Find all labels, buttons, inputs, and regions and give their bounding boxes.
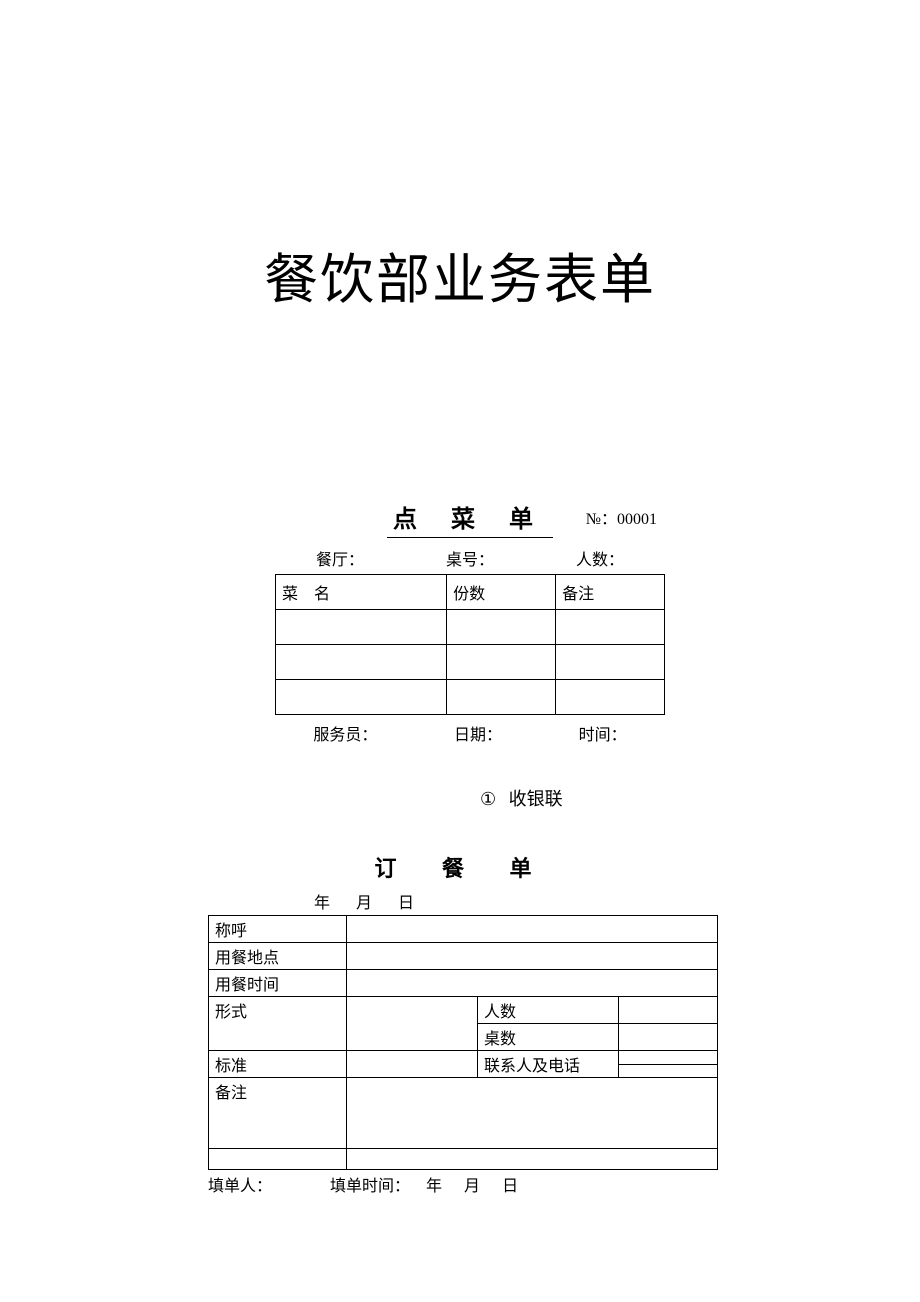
row-salutation: 称呼 [209, 916, 347, 943]
cashier-note-text: 收银联 [509, 789, 563, 809]
restaurant-label: 餐厅： [316, 546, 364, 570]
people-label: 人数： [576, 546, 624, 570]
table-row [276, 610, 665, 645]
cell [447, 680, 556, 715]
cell [347, 970, 718, 997]
row-remark: 备注 [209, 1078, 347, 1149]
reserve-form-title: 订 餐 单 [208, 851, 718, 883]
cell [276, 610, 447, 645]
month-unit: 月 [356, 895, 372, 912]
cell [447, 645, 556, 680]
document-page: 餐饮部业务表单 点 菜 单 №：00001 餐厅： 桌号： 人数： 菜 名 份数… [0, 235, 920, 1196]
table-row [209, 1149, 718, 1170]
order-form-title: 点 菜 单 [387, 499, 553, 538]
order-header-fields: 餐厅： 桌号： 人数： [275, 546, 665, 570]
circled-one-icon: ① [480, 789, 496, 810]
cell [347, 1149, 718, 1170]
year-unit: 年 [314, 895, 330, 912]
cell [619, 997, 718, 1024]
reserve-date-row: 年 月 日 [314, 889, 718, 913]
col-dish: 菜 名 [276, 575, 447, 610]
table-row: 用餐地点 [209, 943, 718, 970]
cell [276, 680, 447, 715]
table-row [276, 645, 665, 680]
cell [619, 1064, 718, 1078]
order-footer-fields: 服务员： 日期： 时间： [275, 721, 665, 745]
table-label: 桌号： [446, 546, 494, 570]
row-contact: 联系人及电话 [478, 1051, 619, 1078]
reserve-footer: 填单人： 填单时间： 年 月 日 [208, 1172, 718, 1196]
cell [619, 1051, 718, 1065]
table-row: 标准 联系人及电话 [209, 1051, 718, 1065]
reserve-form-section: 订 餐 单 年 月 日 称呼 用餐地点 用餐时间 形式 人数 [208, 851, 718, 1196]
waiter-label: 服务员： [313, 721, 377, 745]
date-label: 日期： [454, 721, 502, 745]
cell [347, 997, 478, 1051]
table-row: 形式 人数 [209, 997, 718, 1024]
cell [347, 943, 718, 970]
cell [619, 1024, 718, 1051]
footer-month: 月 [464, 1172, 480, 1196]
order-number-label: №： [586, 511, 617, 528]
order-number-value: 00001 [617, 511, 657, 528]
order-number: №：00001 [586, 505, 657, 529]
row-location: 用餐地点 [209, 943, 347, 970]
cell [276, 645, 447, 680]
table-row: 用餐时间 [209, 970, 718, 997]
cell [447, 610, 556, 645]
main-title: 餐饮部业务表单 [0, 235, 920, 314]
row-tables: 桌数 [478, 1024, 619, 1051]
cell [209, 1149, 347, 1170]
row-standard: 标准 [209, 1051, 347, 1078]
cell [347, 1051, 478, 1078]
col-remark: 备注 [556, 575, 665, 610]
cell [347, 1078, 718, 1149]
row-people: 人数 [478, 997, 619, 1024]
cell [556, 645, 665, 680]
day-unit: 日 [398, 895, 414, 912]
cell [556, 680, 665, 715]
order-title-row: 点 菜 单 №：00001 [275, 499, 665, 538]
cashier-note: ① 收银联 [480, 785, 920, 811]
cell [556, 610, 665, 645]
table-header-row: 菜 名 份数 备注 [276, 575, 665, 610]
filler-label: 填单人： [208, 1172, 272, 1196]
order-form-section: 点 菜 单 №：00001 餐厅： 桌号： 人数： 菜 名 份数 备注 服务员：… [275, 499, 665, 745]
table-row: 备注 [209, 1078, 718, 1149]
reserve-table: 称呼 用餐地点 用餐时间 形式 人数 桌数 标准 [208, 915, 718, 1170]
order-table: 菜 名 份数 备注 [275, 574, 665, 715]
row-style: 形式 [209, 997, 347, 1051]
footer-day: 日 [502, 1172, 518, 1196]
row-time: 用餐时间 [209, 970, 347, 997]
table-row: 称呼 [209, 916, 718, 943]
footer-year: 年 [426, 1172, 442, 1196]
table-row [276, 680, 665, 715]
fill-time-label: 填单时间： [330, 1172, 410, 1196]
time-label: 时间： [579, 721, 627, 745]
col-qty: 份数 [447, 575, 556, 610]
cell [347, 916, 718, 943]
